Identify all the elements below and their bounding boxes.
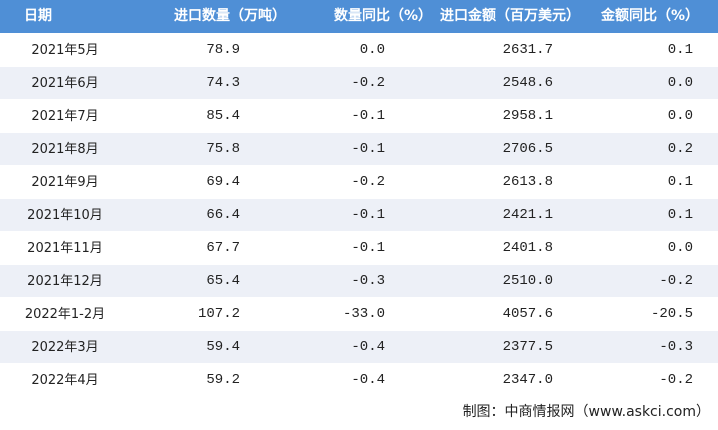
column-header: 进口金额（百万美元） [440, 8, 580, 24]
value-cell: 0.0 [667, 75, 693, 91]
value-cell: 66.4 [206, 207, 240, 223]
value-cell: -0.2 [351, 174, 385, 190]
value-cell: 74.3 [206, 75, 240, 91]
value-cell: -20.5 [650, 306, 693, 322]
date-cell: 2022年1-2月 [24, 307, 106, 322]
date-cell: 2021年9月 [31, 175, 99, 190]
value-cell: 69.4 [206, 174, 240, 190]
value-cell: 2377.5 [502, 339, 553, 355]
value-cell: 0.0 [667, 108, 693, 124]
value-cell: 0.0 [359, 42, 385, 58]
value-cell: 2706.5 [502, 141, 553, 157]
date-cell: 2021年7月 [31, 109, 99, 124]
value-cell: 65.4 [206, 273, 240, 289]
date-cell: 2021年11月 [27, 241, 103, 256]
value-cell: 0.1 [667, 174, 693, 190]
value-cell: 78.9 [206, 42, 240, 58]
value-cell: -0.1 [351, 240, 385, 256]
table-row: 2021年10月 66.4 -0.1 2421.1 0.1 [0, 198, 718, 231]
column-header: 日期 [24, 8, 52, 24]
value-cell: 0.1 [667, 42, 693, 58]
value-cell: -0.4 [351, 372, 385, 388]
value-cell: 59.4 [206, 339, 240, 355]
value-cell: 2548.6 [502, 75, 553, 91]
date-cell: 2021年10月 [27, 208, 103, 223]
value-cell: -0.3 [351, 273, 385, 289]
date-cell: 2021年12月 [27, 274, 103, 289]
value-cell: 2958.1 [502, 108, 553, 124]
column-header: 金额同比（%） [600, 8, 700, 24]
date-cell: 2021年5月 [31, 43, 99, 58]
value-cell: 2347.0 [502, 372, 553, 388]
table-row: 2021年8月 75.8 -0.1 2706.5 0.2 [0, 132, 718, 165]
value-cell: 2613.8 [502, 174, 553, 190]
header-row: 日期 进口数量（万吨） 数量同比（%） 进口金额（百万美元） 金额同比（%） [0, 0, 718, 33]
date-cell: 2021年6月 [31, 76, 99, 91]
table-row: 2021年11月 67.7 -0.1 2401.8 0.0 [0, 231, 718, 264]
table-row: 2021年9月 69.4 -0.2 2613.8 0.1 [0, 165, 718, 198]
table-row: 2022年3月 59.4 -0.4 2377.5 -0.3 [0, 330, 718, 363]
date-cell: 2022年3月 [31, 340, 99, 355]
table-row: 2022年4月 59.2 -0.4 2347.0 -0.2 [0, 363, 718, 396]
value-cell: 67.7 [206, 240, 240, 256]
source-note: 制图：中商情报网（www.askci.com） [462, 404, 710, 420]
value-cell: 2510.0 [502, 273, 553, 289]
value-cell: -0.1 [351, 108, 385, 124]
value-cell: 0.1 [667, 207, 693, 223]
value-cell: 85.4 [206, 108, 240, 124]
value-cell: 0.2 [667, 141, 693, 157]
value-cell: -0.4 [351, 339, 385, 355]
value-cell: 2421.1 [502, 207, 553, 223]
value-cell: 59.2 [206, 372, 240, 388]
column-header: 数量同比（%） [333, 8, 433, 24]
date-cell: 2021年8月 [31, 142, 99, 157]
value-cell: 4057.6 [502, 306, 553, 322]
value-cell: 107.2 [197, 306, 240, 322]
value-cell: -0.3 [659, 339, 693, 355]
table-row: 2022年1-2月 107.2 -33.0 4057.6 -20.5 [0, 297, 718, 330]
value-cell: -0.1 [351, 141, 385, 157]
value-cell: 2631.7 [502, 42, 553, 58]
value-cell: 0.0 [667, 240, 693, 256]
date-cell: 2022年4月 [31, 373, 99, 388]
value-cell: 2401.8 [502, 240, 553, 256]
table-row: 2021年7月 85.4 -0.1 2958.1 0.0 [0, 99, 718, 132]
column-header: 进口数量（万吨） [174, 8, 286, 24]
value-cell: -0.1 [351, 207, 385, 223]
table-row: 2021年12月 65.4 -0.3 2510.0 -0.2 [0, 264, 718, 297]
table-row: 2021年6月 74.3 -0.2 2548.6 0.0 [0, 66, 718, 99]
table-row: 2021年5月 78.9 0.0 2631.7 0.1 [0, 33, 718, 66]
value-cell: -0.2 [659, 372, 693, 388]
value-cell: -33.0 [342, 306, 385, 322]
value-cell: -0.2 [351, 75, 385, 91]
value-cell: 75.8 [206, 141, 240, 157]
value-cell: -0.2 [659, 273, 693, 289]
